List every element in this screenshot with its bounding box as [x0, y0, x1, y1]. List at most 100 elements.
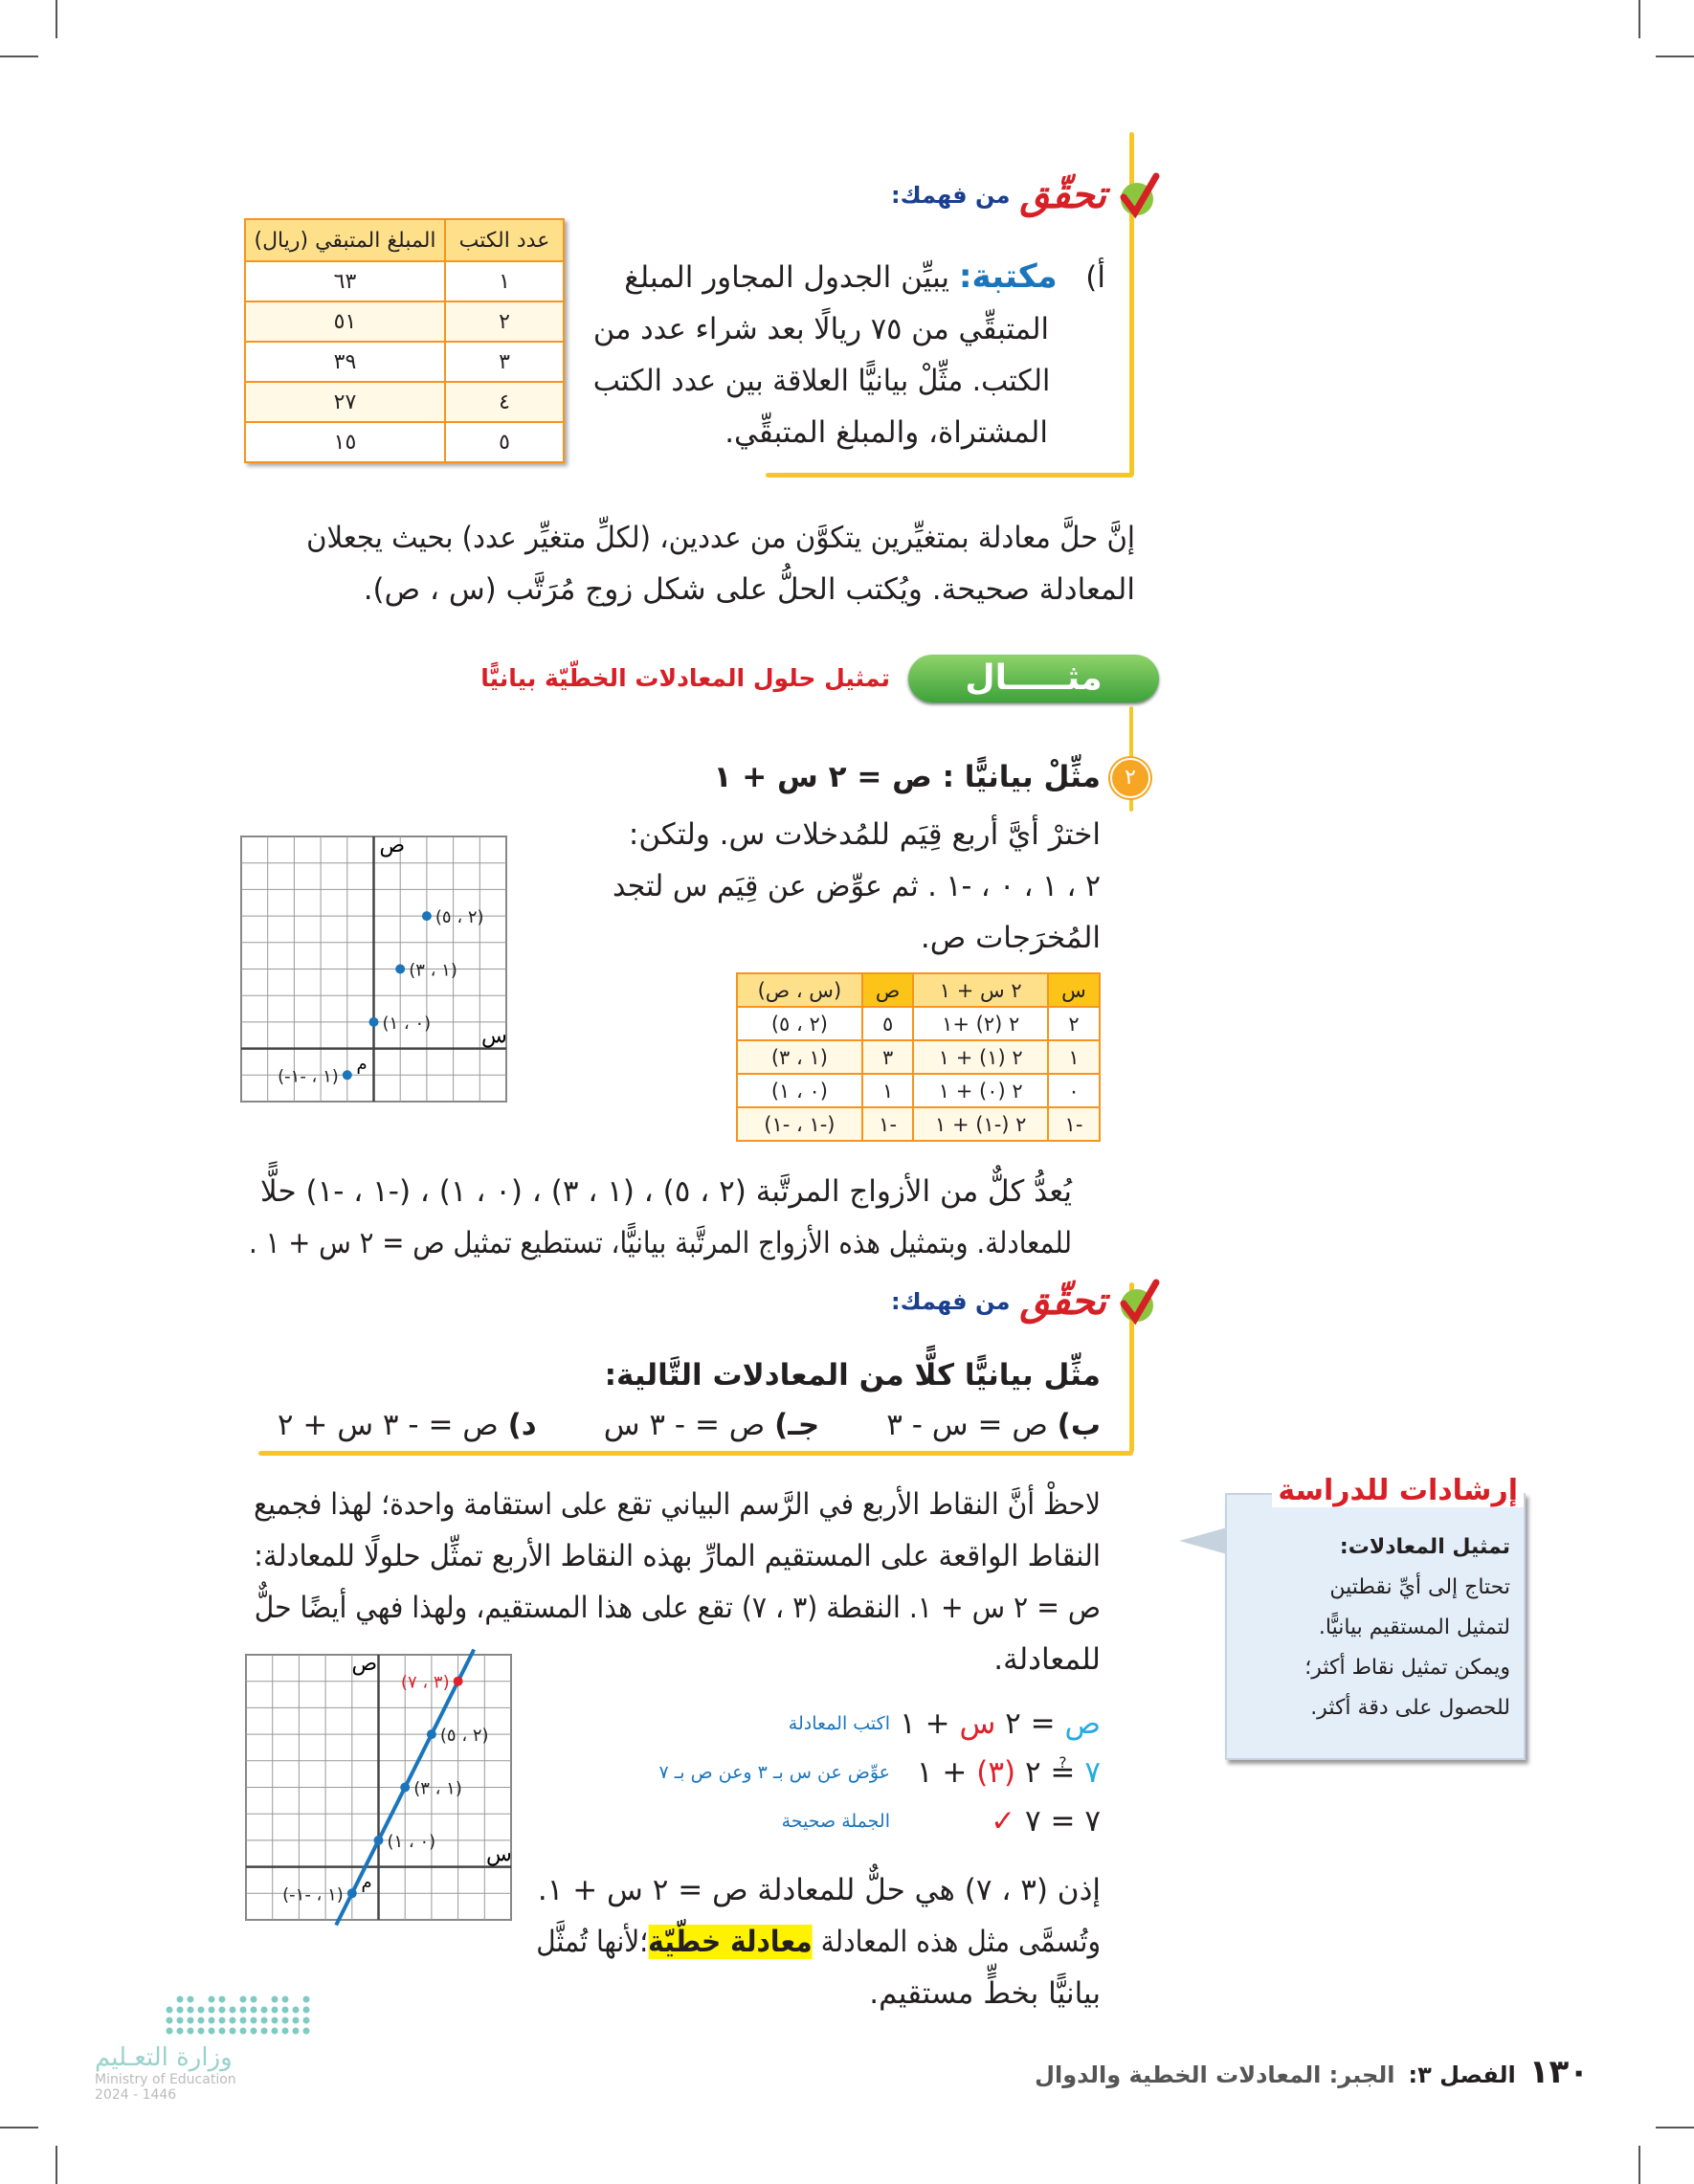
table-row: ٥ ١٥	[244, 421, 565, 463]
check-understanding-title: تحقّق من فهمك:	[861, 172, 1160, 219]
point-label: (٠ ، ١)	[383, 1014, 432, 1034]
verification-row: ٧ ≟ ٢ (٣) + ١ عوِّض عن س بـ ٣ وعن ص بـ ٧	[593, 1748, 1101, 1796]
solutions-paragraph: يُعدُّ كلٌّ من الأزواج المرتَّبة (٢ ، ٥)…	[249, 1166, 1072, 1269]
graph-plotted-points: س ص م (٢ ، ٥) (١ ، ٣) (٠ ، ١) (-١ ، -١)	[240, 834, 507, 1103]
verification-row: ص = ٢ س + ١ اكتب المعادلة	[593, 1699, 1101, 1748]
example-number-badge: ٢	[1110, 758, 1150, 798]
table-row: ١ ٦٣	[244, 260, 565, 302]
text-line: للمعادلة.	[993, 1642, 1101, 1677]
books-table-wrap: عدد الكتب المبلغ المتبقي (ريال) ١ ٦٣ ٢ ٥١ ٣ ٣٩…	[244, 218, 565, 463]
title-main: تحقّق	[1019, 1280, 1106, 1324]
table-cell: -١	[1046, 1106, 1102, 1142]
table-row: -١ ٢ (-١) + ١ -١ (-١ ، -١)	[736, 1106, 1102, 1142]
section-rule	[1129, 1282, 1134, 1453]
table-cell: ١	[860, 1073, 915, 1108]
section-rule	[766, 473, 1133, 478]
text-line: بيانيًّا بخطٍّ مستقيم.	[869, 1976, 1101, 2011]
verification-row: ٧ = ٧ ✓ الجملة صحيحة	[593, 1796, 1101, 1845]
point-label: (١ ، ٣)	[409, 961, 457, 981]
origin-label: م	[362, 1873, 372, 1893]
text-line: للحصول على دقة أكثر.	[1310, 1696, 1510, 1720]
table-cell: ٠	[1046, 1073, 1102, 1108]
origin-label: م	[357, 1055, 368, 1075]
table-cell: (٢ ، ٥)	[736, 1006, 863, 1041]
table-cell: ١	[444, 260, 565, 302]
title-sub: من فهمك:	[891, 182, 1011, 209]
table-cell: ٥	[860, 1006, 915, 1041]
option-b: ب) ص = س - ٣	[886, 1408, 1101, 1442]
col-header: ص	[860, 972, 915, 1008]
check-understanding-title: تحقّق من فهمك:	[861, 1279, 1160, 1326]
chapter-title: الجبر: المعادلات الخطية والدوال	[1035, 2061, 1395, 2088]
crop-mark	[56, 2146, 57, 2184]
x-axis-label: س	[481, 1025, 507, 1049]
text-line: لتمثيل المستقيم بيانيًّا.	[1318, 1616, 1510, 1639]
data-point	[368, 1016, 379, 1027]
text-line: المتبقِّي من ٧٥ ريالًا بعد شراء عدد من	[592, 312, 1050, 346]
text-line: ٢ ، ١ ، ٠ ، -١ . ثم عوِّض عن قِيَم س لتج…	[612, 869, 1101, 903]
exercise-prompt: مثِّل بيانيًّا كلًّا من المعادلات التَّا…	[604, 1358, 1101, 1393]
crop-mark	[1656, 2127, 1694, 2128]
table-cell: ٢ (٢) +١	[912, 1006, 1049, 1041]
exercise-options: ب) ص = س - ٣ جـ) ص = - ٣ س د) ص = - ٣ س …	[278, 1399, 1101, 1451]
example-heading: مثِّلْ بيانيًّا : ص = ٢ س + ١	[713, 760, 1101, 794]
example-banner: مثـــــال	[908, 655, 1159, 702]
text-line: ويمكن تمثيل نقاط أكثر؛	[1304, 1656, 1510, 1680]
y-axis-label: ص	[380, 834, 406, 858]
crop-mark	[1638, 2146, 1640, 2184]
table-cell: ٢	[1046, 1006, 1102, 1041]
point-label: (-١ ، -١)	[282, 1884, 344, 1905]
table-cell: (٠ ، ١)	[736, 1073, 863, 1108]
table-cell: ١	[1046, 1039, 1102, 1075]
col-header: ٢ س + ١	[912, 972, 1049, 1008]
title-sub: من فهمك:	[891, 1288, 1011, 1315]
step-note: اكتب المعادلة	[788, 1712, 890, 1734]
point-label: (-١ ، -١)	[278, 1066, 339, 1086]
item-keyword: مكتبة:	[958, 257, 1058, 296]
text-line: يبيِّن الجدول المجاور المبلغ	[624, 260, 950, 295]
table-cell: ٢	[444, 301, 565, 343]
text-line: إذن (٣ ، ٧) هي حلٌّ للمعادلة ص = ٢ س + ١…	[537, 1873, 1101, 1907]
data-point	[395, 964, 406, 974]
table-row: ٣ ٣٩	[244, 341, 565, 383]
ministry-logo: وزارة التعـليم Ministry of Education 202…	[95, 1992, 315, 2103]
conclusion-paragraph: إذن (٣ ، ٧) هي حلٌّ للمعادلة ص = ٢ س + ١…	[536, 1864, 1101, 2019]
ministry-dots-icon	[166, 1995, 310, 2035]
point-label: (١ ، ٣)	[413, 1779, 462, 1799]
study-tips-box: إرشادات للدراسة تمثيل المعادلات: تحتاج إ…	[1225, 1474, 1526, 1760]
data-point	[373, 1835, 384, 1845]
step-note: الجملة صحيحة	[781, 1810, 890, 1832]
books-table: عدد الكتب المبلغ المتبقي (ريال) ١ ٦٣ ٢ ٥١ ٣ ٣٩…	[244, 218, 565, 463]
text-line: المعادلة صحيحة. ويُكتب الحلُّ على شكل زو…	[363, 572, 1135, 607]
col-header: المبلغ المتبقي (ريال)	[244, 218, 446, 262]
crop-mark	[0, 2127, 38, 2128]
page-number: ١٣٠	[1528, 2053, 1589, 2091]
table-cell: ٣	[444, 341, 565, 383]
text-line: النقاط الواقعة على المستقيم المارِّ بهذه…	[254, 1539, 1102, 1573]
table-cell: ٥١	[244, 301, 446, 343]
title-main: تحقّق	[1019, 173, 1106, 217]
col-header: س	[1046, 972, 1102, 1008]
table-row: ٤ ٢٧	[244, 381, 565, 423]
table-cell: ٥	[444, 421, 565, 463]
page-footer: ١٣٠ الفصل ٣: الجبر: المعادلات الخطية وال…	[957, 2053, 1589, 2091]
text-line: المشتراة، والمبلغ المتبقِّي.	[724, 415, 1048, 450]
option-d: د) ص = - ٣ س + ٢	[277, 1408, 537, 1442]
crop-mark	[1656, 56, 1694, 57]
example-title: تمثيل حلول المعادلات الخطّيّة بيانيًّا	[480, 664, 890, 692]
text-line: المُخرَجات ص.	[920, 921, 1101, 955]
chapter-label: الفصل ٣:	[1408, 2061, 1516, 2088]
table-cell: ٣	[860, 1039, 915, 1075]
text-line: للمعادلة. وبتمثيل هذه الأزواج المرتَّبة …	[249, 1226, 1073, 1260]
crop-mark	[0, 56, 38, 57]
table-cell: -١	[860, 1106, 915, 1142]
y-axis-label: ص	[352, 1652, 378, 1676]
text-line: تحتاج إلى أيِّ نقطتين	[1329, 1575, 1510, 1599]
callout-pointer	[1179, 1527, 1227, 1554]
text-line: يُعدُّ كلٌّ من الأزواج المرتَّبة (٢ ، ٥)…	[259, 1174, 1072, 1209]
table-cell: ٢٧	[244, 381, 446, 423]
